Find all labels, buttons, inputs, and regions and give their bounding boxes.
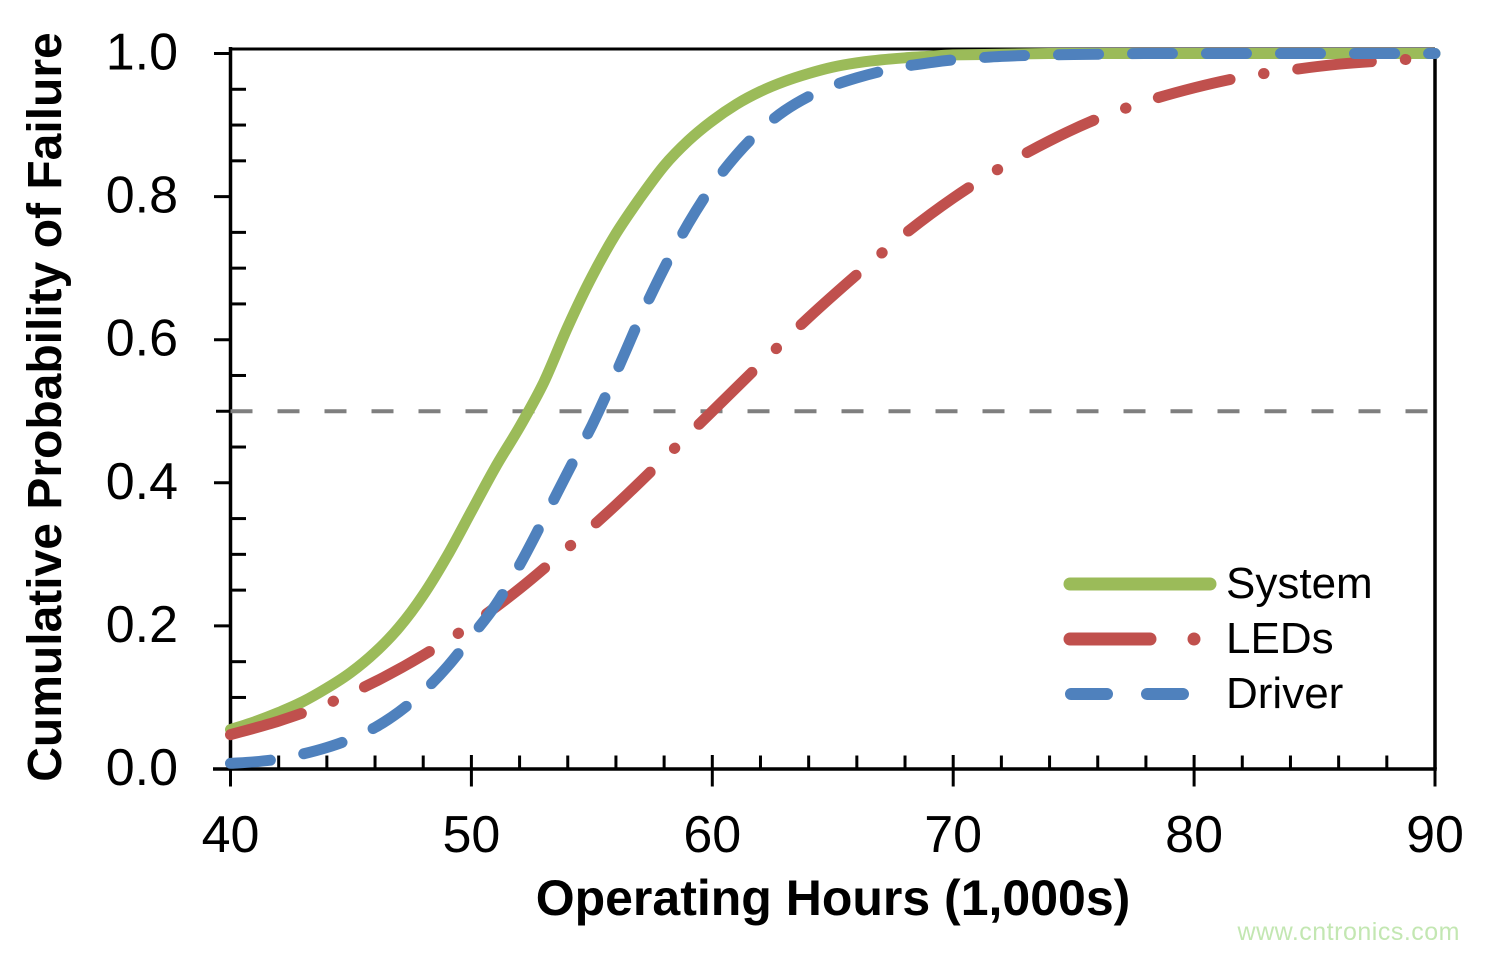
driver-line-swatch-icon: [1065, 687, 1199, 700]
series-line-driver: [225, 47, 1441, 769]
legend: System LEDs Driver: [1062, 556, 1373, 721]
system-line-swatch-icon: [1063, 577, 1217, 590]
legend-item-driver: Driver: [1062, 666, 1373, 721]
y-tick-label: 0.8: [106, 167, 178, 225]
legend-label: System: [1226, 558, 1373, 608]
y-axis-title: Cumulative Probability of Failure: [19, 32, 72, 782]
leds-line-swatch-icon: [1063, 632, 1209, 645]
x-tick-label: 90: [1406, 806, 1464, 864]
x-tick-label: 60: [683, 806, 741, 864]
legend-label: LEDs: [1226, 613, 1334, 663]
y-tick-label: 0.4: [106, 453, 178, 511]
watermark: www.cntronics.com: [1237, 918, 1460, 946]
y-tick-label: 1.0: [106, 24, 178, 82]
x-tick-label: 40: [202, 806, 260, 864]
y-tick-label: 0.6: [106, 310, 178, 368]
y-tick-label: 0.2: [106, 596, 178, 654]
legend-item-leds: LEDs: [1062, 611, 1373, 666]
x-tick-label: 70: [924, 806, 982, 864]
x-tick-label: 80: [1165, 806, 1223, 864]
legend-label: Driver: [1226, 668, 1344, 718]
x-tick-label: 50: [442, 806, 500, 864]
legend-item-system: System: [1062, 556, 1373, 611]
x-axis-title: Operating Hours (1,000s): [535, 870, 1131, 926]
series-line-leds: [225, 52, 1441, 741]
y-tick-label: 0.0: [106, 739, 178, 797]
